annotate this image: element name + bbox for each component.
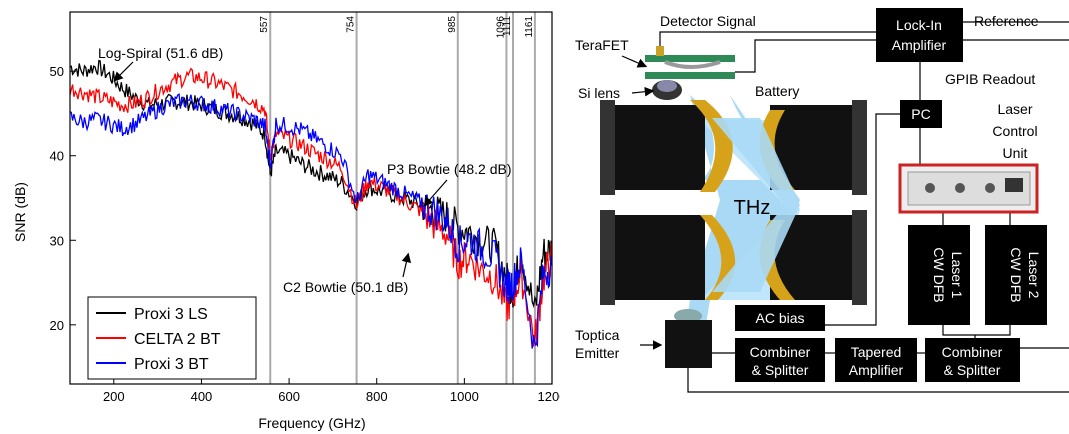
reference-label-1161: 1161 [524, 16, 535, 38]
x-tick-label-800: 800 [366, 389, 388, 404]
terafet-detector [645, 46, 735, 100]
setup-diagram: Lock-In Amplifier PC CW DFB Laser 1 CW D… [575, 8, 1069, 393]
y-tick-label-20: 20 [50, 318, 64, 333]
x-axis-label: Frequency (GHz) [258, 415, 365, 431]
combiner-right-box [925, 338, 1020, 382]
x-tick-label-1000: 1000 [450, 389, 479, 404]
laser-control-label-3: Unit [1003, 145, 1028, 161]
reference-label-1096: 1096 [495, 16, 506, 39]
x-tick-label-200: 200 [103, 389, 125, 404]
legend-label-3: Proxi 3 BT [134, 356, 209, 373]
annotations: Log-Spiral (51.6 dB) P3 Bowtie (48.2 dB) C… [98, 45, 512, 295]
laser2-label-2: Laser 2 [1026, 252, 1042, 299]
tapered-label-1: Tapered [851, 344, 902, 360]
laser1-label-1: CW DFB [931, 247, 947, 302]
series-line-proxi-3-bt [69, 93, 553, 349]
lockin-label-1: Lock-In [896, 17, 942, 33]
tapered-label-2: Amplifier [849, 362, 904, 378]
reference-label-754: 754 [346, 16, 357, 33]
parabolic-mirror-top-left [600, 100, 733, 195]
plot-frame [69, 11, 553, 385]
lockin-label-2: Amplifier [892, 37, 947, 53]
reference-label-557: 557 [259, 16, 270, 33]
lockin-amplifier-box [876, 8, 963, 62]
y-tick-label-40: 40 [50, 149, 64, 164]
annotation-label-2: P3 Bowtie (48.2 dB) [387, 161, 512, 177]
annotation-arrow-3 [401, 252, 412, 278]
thz-label: THz [734, 197, 771, 219]
tapered-amplifier-box [835, 338, 917, 382]
series-group [69, 59, 553, 349]
x-tick-label-600: 600 [278, 389, 300, 404]
combiner-right-label-1: Combiner [942, 344, 1003, 360]
legend-label-2: CELTA 2 BT [134, 331, 221, 348]
toptica-emitter [665, 309, 712, 368]
ac-bias-label: AC bias [755, 310, 804, 326]
combiner-left-label-1: Combiner [750, 344, 811, 360]
pointer-arrows [621, 55, 655, 97]
combiner-left-label-2: & Splitter [752, 362, 809, 378]
annotation-arrow-1 [113, 61, 134, 82]
laser1-label-2: Laser 1 [949, 252, 965, 299]
laser-control-label-1: Laser [997, 101, 1032, 117]
reference-label: Reference [974, 13, 1039, 29]
gpib-label: GPIB Readout [945, 71, 1035, 87]
parabolic-mirror-top-right [759, 100, 867, 195]
annotation-label-3: C2 Bowtie (50.1 dB) [283, 279, 408, 295]
reference-label-985: 985 [447, 16, 458, 33]
pc-box [900, 100, 942, 128]
legend-label-1: Proxi 3 LS [134, 306, 208, 323]
thz-beam-center [712, 118, 800, 292]
reference-label-1111: 1111 [502, 16, 513, 36]
combiner-right-label-2: & Splitter [944, 362, 1001, 378]
laser2-label-1: CW DFB [1008, 247, 1024, 302]
ac-bias-box [735, 305, 825, 331]
detector-signal-label: Detector Signal [660, 13, 756, 29]
annotation-arrow-2 [423, 179, 448, 207]
y-tick-label-30: 30 [50, 233, 64, 248]
toptica-label-2: Emitter [575, 345, 620, 361]
battery-label: Battery [755, 83, 799, 99]
y-tick-label-50: 50 [50, 64, 64, 79]
y-axis-label: SNR (dB) [12, 182, 28, 242]
terafet-label: TeraFET [575, 37, 629, 53]
wires [640, 21, 1069, 393]
si-lens-label: Si lens [578, 85, 620, 101]
laser-control-label-2: Control [992, 123, 1037, 139]
parabolic-mirror-bottom-left [600, 210, 736, 305]
combiner-left-box [735, 338, 825, 382]
legend: Proxi 3 LS CELTA 2 BT Proxi 3 BT [87, 296, 257, 380]
laser-control-unit [898, 163, 1039, 214]
toptica-label-1: Toptica [575, 327, 620, 343]
laser1-box [908, 225, 970, 325]
pc-label: PC [911, 106, 930, 122]
annotation-label-1: Log-Spiral (51.6 dB) [98, 45, 223, 61]
laser2-box [985, 225, 1047, 325]
x-tick-label-400: 400 [191, 389, 213, 404]
series-line-celta-2-bt [69, 67, 553, 347]
